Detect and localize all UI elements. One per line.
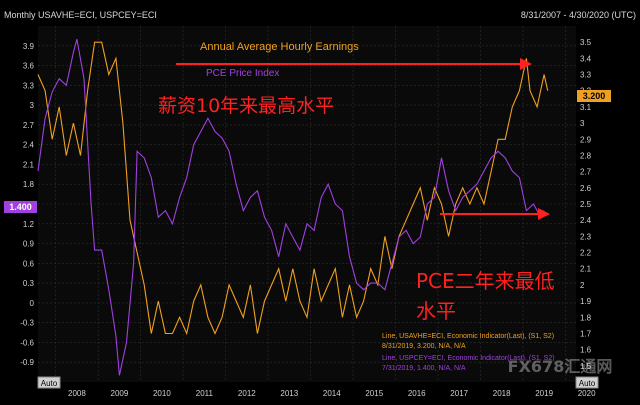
left-tick-label: 1.8 (23, 180, 35, 189)
right-tick-label: 2.9 (580, 135, 592, 144)
left-tick-label: 0.6 (23, 259, 35, 268)
x-tick-label: 2010 (153, 389, 171, 398)
right-tick-label: 2.6 (580, 184, 592, 193)
left-tick-label: 2.1 (23, 160, 35, 169)
earnings-annotation: Annual Average Hourly Earnings (200, 41, 359, 53)
earnings-last-value: 3.200 (583, 91, 606, 101)
x-tick-label: 2011 (196, 389, 214, 398)
x-tick-label: 2015 (365, 389, 383, 398)
x-tick-label: 2018 (493, 389, 511, 398)
earnings-series-line (37, 41, 549, 336)
right-tick-label: 1.5 (580, 362, 592, 371)
right-tick-label: 3.1 (580, 103, 592, 112)
right-tick-label: 1.6 (580, 346, 592, 355)
left-tick-label: 2.7 (23, 121, 35, 130)
left-tick-label: 1.2 (23, 220, 35, 229)
right-tick-label: 3.4 (580, 54, 592, 63)
legend: Line, USAVHE=ECI, Economic Indicator(Las… (382, 333, 555, 372)
right-tick-label: 3 (580, 119, 585, 128)
chart-title: Monthly USAVHE=ECI, USPCEY=ECI (4, 10, 157, 20)
left-tick-label: 3.9 (23, 42, 35, 51)
x-tick-label: 2020 (578, 389, 596, 398)
legend-entry-pce-value: 7/31/2019, 1.400, N/A, N/A (382, 365, 466, 372)
left-tick-label: 0.3 (23, 279, 35, 288)
right-tick-label: 2.5 (580, 200, 592, 209)
left-tick-label: 3.6 (23, 62, 35, 71)
left-tick-label: 0 (30, 299, 35, 308)
left-tick-label: -0.6 (20, 338, 34, 347)
watermark: FX678汇通网 (508, 357, 613, 376)
right-tick-label: 2 (580, 281, 585, 290)
auto-button-left[interactable]: Auto (37, 376, 61, 389)
right-tick-label: 1.9 (580, 297, 592, 306)
auto-button-right[interactable]: Auto (575, 376, 599, 389)
cn-annotation-bottom-2: 水平 (416, 299, 456, 323)
x-tick-label: 2019 (535, 389, 553, 398)
legend-entry-earnings: Line, USAVHE=ECI, Economic Indicator(Las… (382, 333, 554, 340)
x-tick-label: 2008 (68, 389, 86, 398)
x-tick-label: 2014 (323, 389, 341, 398)
auto-label-right: Auto (579, 379, 596, 388)
pce-last-value: 1.400 (9, 202, 32, 212)
date-range: 8/31/2007 - 4/30/2020 (UTC) (521, 10, 636, 20)
x-tick-label: 2016 (408, 389, 426, 398)
pce-annotation: PCE Price Index (206, 68, 279, 79)
x-tick-label: 2012 (238, 389, 256, 398)
pce-last-value-badge: 1.400 (4, 201, 37, 213)
right-tick-label: 3.3 (580, 71, 592, 80)
x-tick-label: 2013 (280, 389, 298, 398)
left-tick-label: 0.9 (23, 240, 35, 249)
x-tick-label: 2017 (450, 389, 468, 398)
gridlines (38, 26, 576, 382)
right-tick-label: 2.2 (580, 249, 592, 258)
right-tick-label: 2.4 (580, 216, 592, 225)
right-tick-label: 2.1 (580, 265, 592, 274)
red-arrow-bottom (440, 208, 550, 220)
legend-entry-earnings-value: 8/31/2019, 3.200, N/A, N/A (382, 343, 466, 350)
left-tick-label: 2.4 (23, 141, 35, 150)
pce-series-line (37, 39, 545, 376)
x-tick-label: 2009 (111, 389, 129, 398)
left-tick-label: 3.3 (23, 81, 35, 90)
right-tick-label: 3.5 (580, 38, 592, 47)
cn-annotation-bottom-1: PCE二年来最低 (416, 269, 555, 293)
auto-label-left: Auto (41, 379, 58, 388)
left-tick-label: -0.9 (20, 358, 34, 367)
right-tick-label: 2.3 (580, 232, 592, 241)
series-lines (37, 39, 549, 376)
right-axis: 3.53.43.33.23.132.92.82.72.62.52.42.32.2… (580, 38, 592, 371)
right-tick-label: 2.7 (580, 168, 592, 177)
x-axis: 2008 2009 2010 2011 2012 2013 2014 2015 2016 2017… (68, 389, 596, 398)
left-tick-label: -0.3 (20, 319, 34, 328)
left-tick-label: 3 (30, 101, 35, 110)
cn-annotation-top: 薪资10年来最高水平 (158, 95, 334, 117)
right-tick-label: 2.8 (580, 151, 592, 160)
earnings-last-value-badge: 3.200 (577, 90, 611, 102)
legend-entry-pce: Line, USPCEY=ECI, Economic Indicator(Las… (382, 355, 555, 362)
right-tick-label: 1.7 (580, 329, 592, 338)
red-arrow-top (176, 58, 532, 70)
right-tick-label: 1.8 (580, 313, 592, 322)
